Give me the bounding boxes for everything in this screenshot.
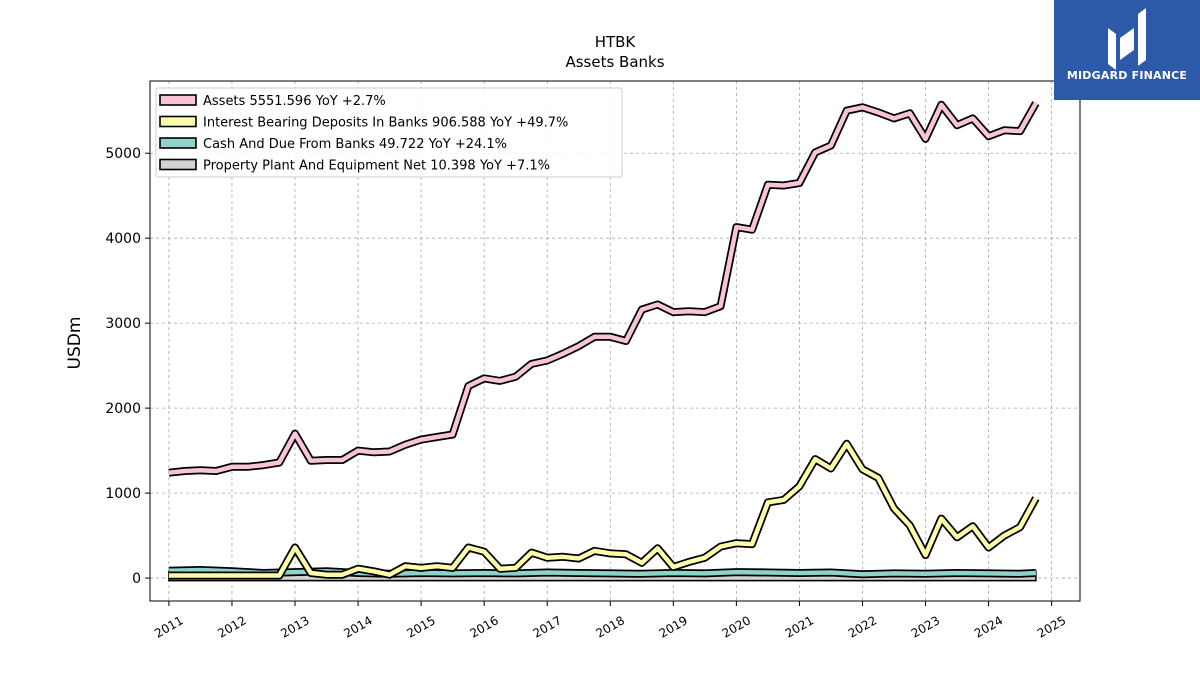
legend-swatch-2 [159, 115, 197, 128]
x-tick-label: 2017 [530, 613, 563, 640]
x-tick-label: 2018 [594, 613, 627, 640]
x-tick-label: 2013 [278, 613, 311, 640]
x-tick-label: 2014 [341, 613, 374, 640]
x-tick-label: 2023 [909, 613, 942, 640]
x-tick-label: 2015 [404, 613, 437, 640]
x-tick-label: 2019 [657, 613, 690, 640]
y-tick-label: 5000 [105, 146, 141, 162]
y-tick-label: 2000 [105, 401, 141, 417]
chart-subtitle: Assets Banks [565, 53, 664, 71]
y-axis: 0 1000 2000 3000 4000 5000 [105, 146, 150, 587]
x-tick-label: 2011 [152, 613, 185, 640]
x-tick-label: 2021 [783, 613, 816, 640]
series-line-1 [168, 101, 1038, 475]
x-tick-label: 2022 [846, 613, 879, 640]
legend-label-4: Property Plant And Equipment Net 10.398 … [203, 159, 550, 174]
legend-swatch-4 [159, 158, 197, 171]
x-tick-label: 2024 [972, 613, 1005, 640]
y-tick-label: 3000 [105, 316, 141, 332]
legend-label-3: Cash And Due From Banks 49.722 YoY +24.1… [203, 137, 507, 152]
plot-area [168, 100, 1040, 582]
x-tick-label: 2025 [1035, 613, 1068, 640]
y-axis-label: USDm [65, 317, 85, 370]
midgard-logo-icon [1108, 8, 1146, 70]
chart-title: HTBK [595, 33, 637, 51]
plot-frame [149, 80, 1081, 602]
y-tick-label: 1000 [105, 486, 141, 502]
x-tick-label: 2020 [720, 613, 753, 640]
legend: Assets 5551.596 YoY +2.7% Interest Bearin… [155, 87, 623, 178]
legend-label-2: Interest Bearing Deposits In Banks 906.5… [203, 116, 568, 131]
legend-swatch-3 [159, 137, 197, 149]
x-tick-label: 2012 [215, 613, 248, 640]
y-tick-label: 4000 [105, 231, 141, 247]
legend-box [155, 87, 623, 178]
x-tick-label: 2016 [467, 613, 500, 640]
series-line-2 [168, 441, 1038, 578]
brand-name: MIDGARD FINANCE [1066, 69, 1188, 82]
y-tick-label: 0 [132, 571, 141, 587]
legend-label-1: Assets 5551.596 YoY +2.7% [203, 94, 386, 109]
x-axis: 2011 2012 2013 2014 2015 2016 2017 2018 2019 2020… [152, 601, 1068, 641]
legend-swatch-1 [159, 94, 197, 106]
